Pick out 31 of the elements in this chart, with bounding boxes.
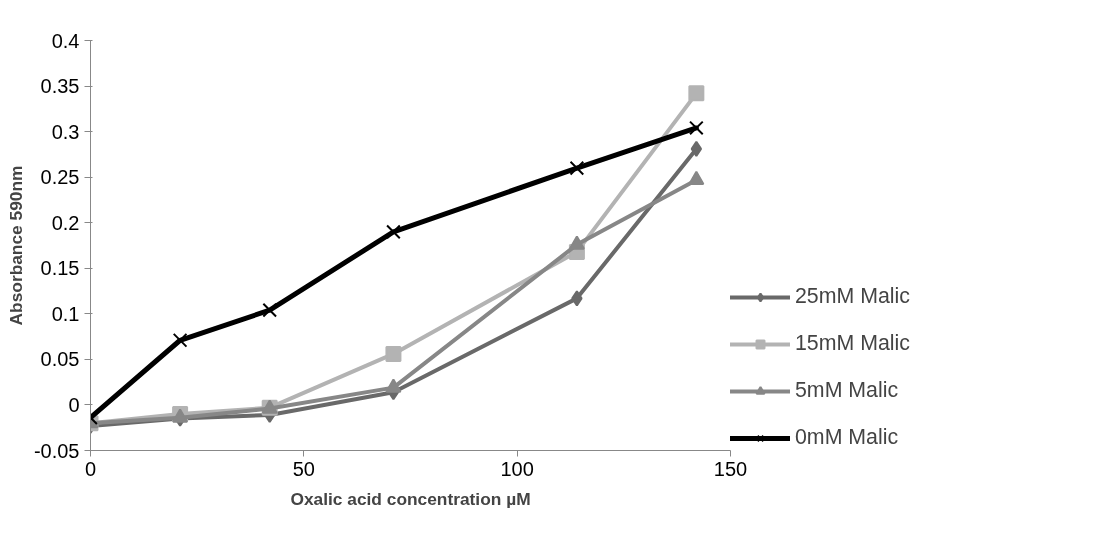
point xyxy=(568,235,585,250)
y-tick-label: 0 xyxy=(68,393,80,416)
point xyxy=(569,160,585,176)
point xyxy=(690,140,703,157)
legend-label: 5mM Malic xyxy=(795,378,899,403)
legend-label: 15mM Malic xyxy=(795,331,910,356)
point xyxy=(571,290,583,307)
point xyxy=(385,378,402,393)
y-tick-label: 0.4 xyxy=(51,29,80,52)
y-tick-label: 0.15 xyxy=(40,257,80,280)
point xyxy=(385,345,402,362)
x-tick-label: 50 xyxy=(292,457,315,480)
y-tick-label: 0.2 xyxy=(51,211,80,234)
legend-label: 25mM Malic xyxy=(795,284,910,309)
point xyxy=(262,302,278,318)
x-tick-label: 150 xyxy=(713,457,748,480)
point xyxy=(172,332,188,348)
point xyxy=(386,224,401,240)
y-tick-label: 0.3 xyxy=(51,120,80,143)
y-tick-label: -0.05 xyxy=(33,439,80,462)
y-tick-label: 0.1 xyxy=(51,302,80,325)
point xyxy=(688,85,705,102)
point xyxy=(689,120,704,136)
y-tick-label: 0.05 xyxy=(40,348,80,371)
x-tick-label: 100 xyxy=(500,457,534,480)
y-tick-label: 0.25 xyxy=(40,166,80,189)
y-axis-title: Absorbance 590nm xyxy=(5,165,26,326)
y-tick-label: 0.35 xyxy=(40,75,80,98)
x-tick-label: 0 xyxy=(84,457,97,480)
x-axis-title: Oxalic acid concentration µM xyxy=(290,488,531,509)
legend-label: 0mM Malic xyxy=(795,425,899,450)
